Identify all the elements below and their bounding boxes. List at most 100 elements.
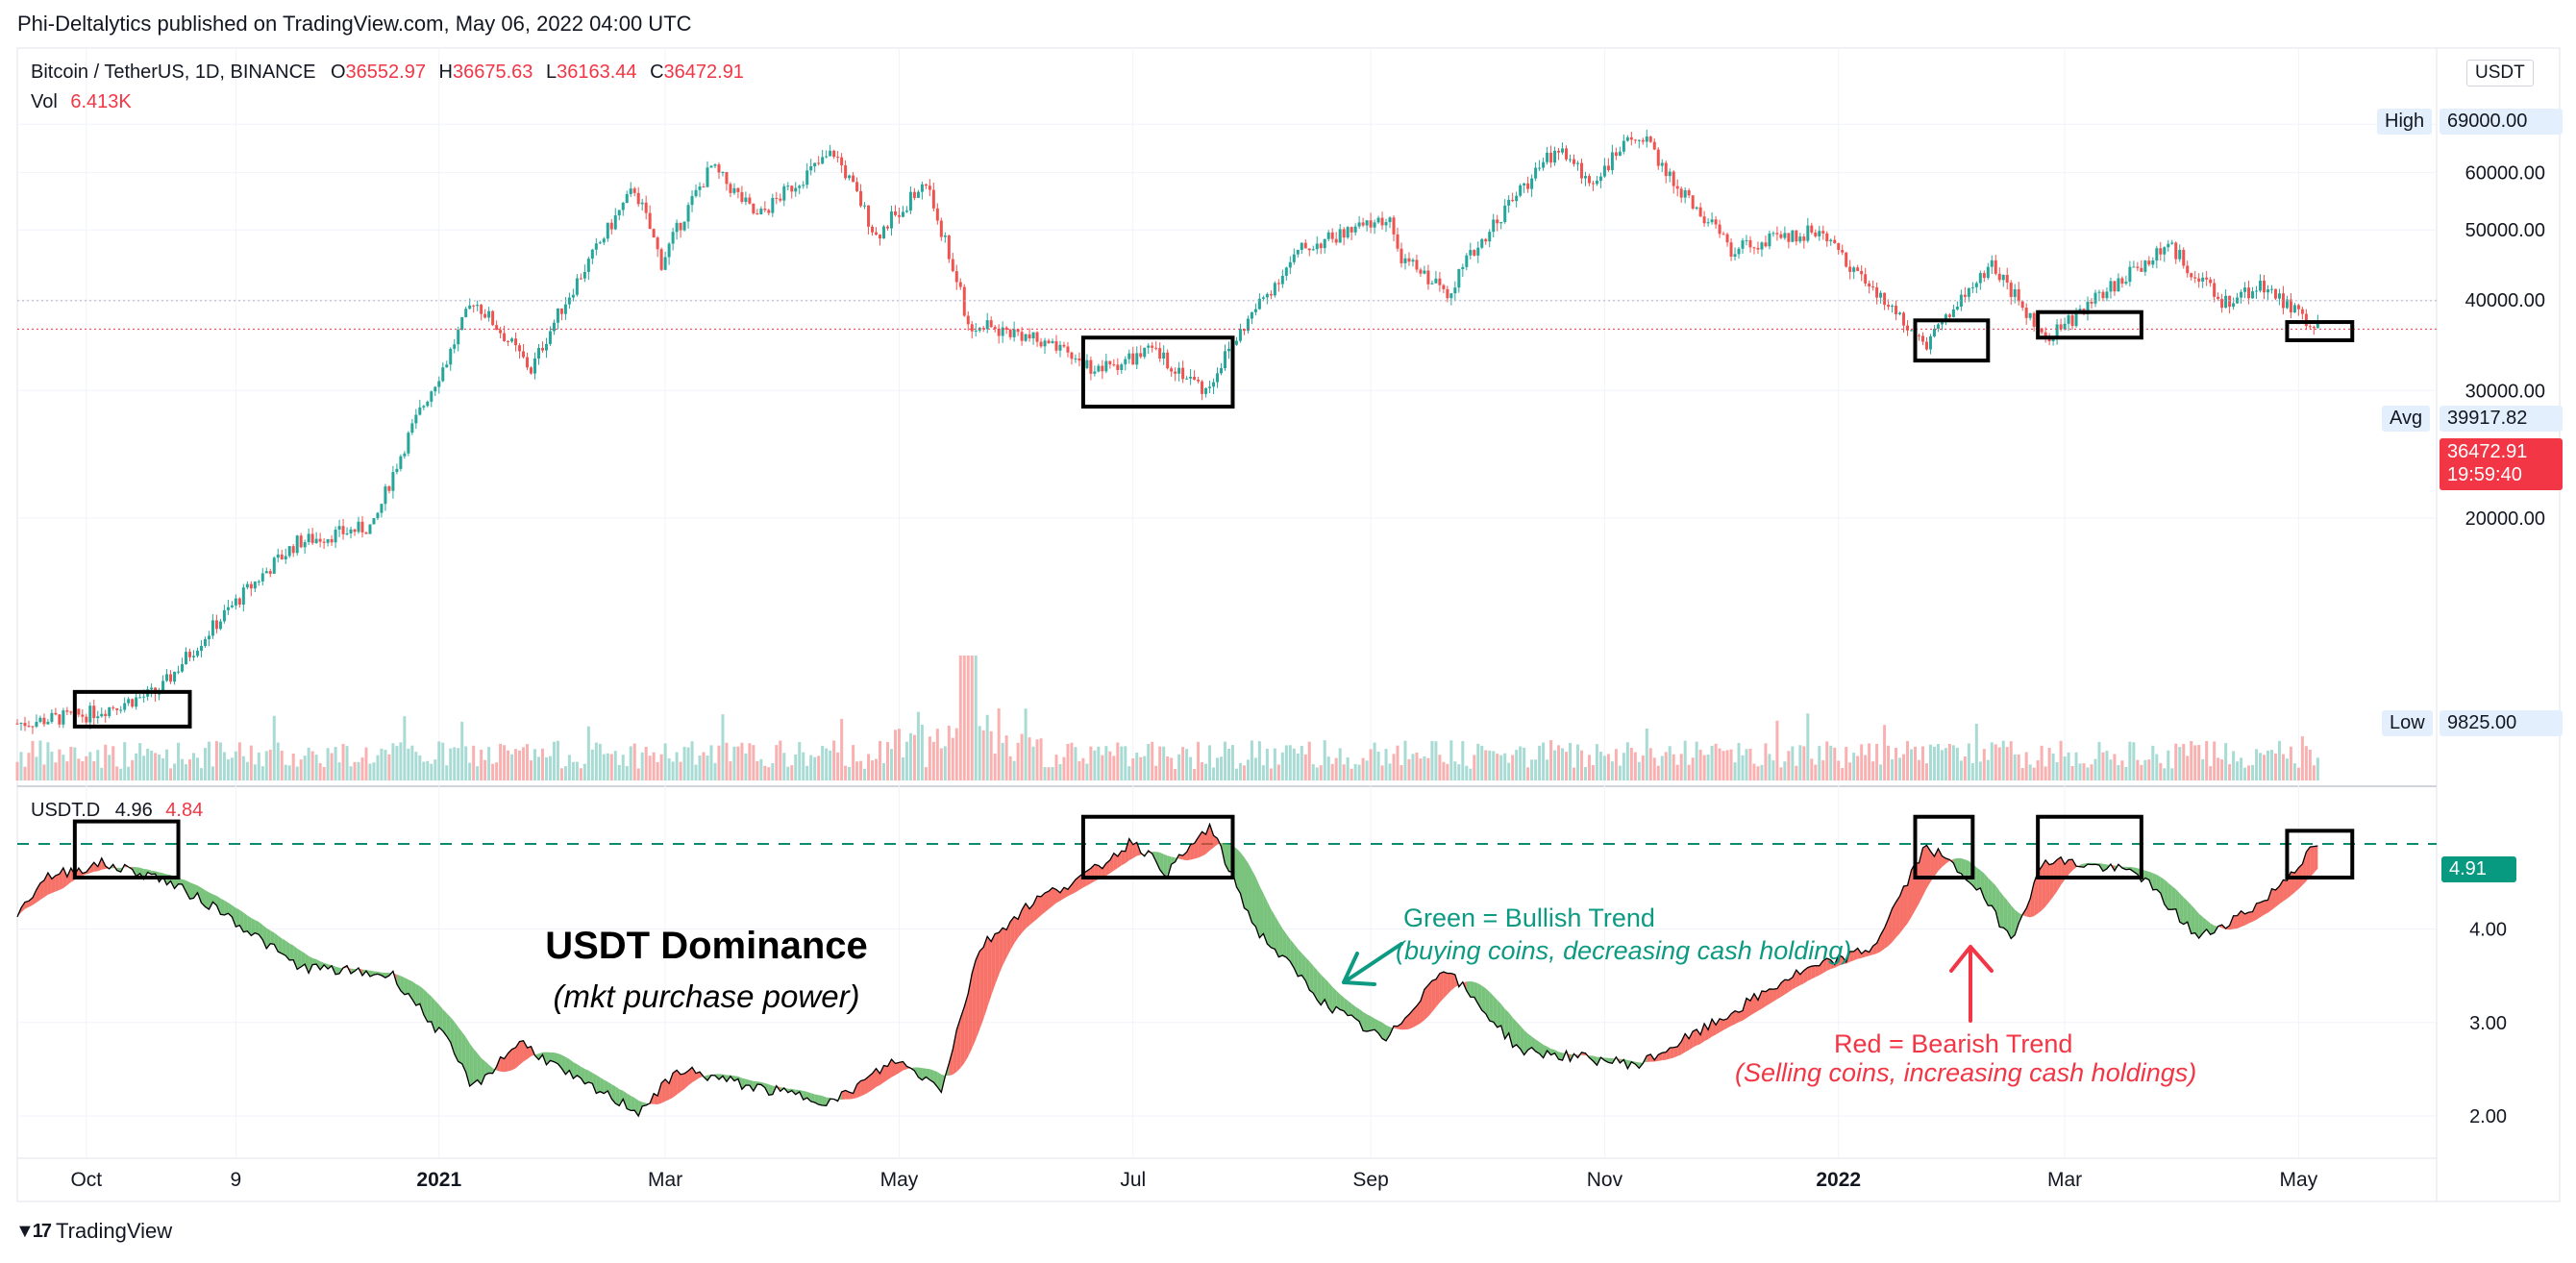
candle-body [1246,318,1250,332]
candle-body [1710,219,1714,223]
volume-bar [1143,755,1147,780]
dominance-ribbon-segment [1757,990,1762,1011]
candle-body [2197,278,2201,282]
candle-body [798,186,802,188]
candle-body [245,583,249,588]
dominance-ribbon-segment [469,1043,474,1087]
dominance-ribbon-segment [860,1079,865,1097]
volume-bar [1795,765,1798,780]
candle-body [54,712,58,715]
volume-bar [1629,747,1633,780]
volume-bar [947,725,951,780]
volume-bar [1492,751,1496,780]
volume-bar [169,768,173,780]
dominance-highlight-box [2285,829,2355,879]
volume-bar [2316,757,2319,780]
candle-body [702,186,706,188]
volume-bar [2205,741,2209,780]
dominance-ribbon-segment [565,1056,570,1075]
candle-body [548,331,552,344]
volume-bar [954,728,958,780]
tradingview-brand[interactable]: ▼17 TradingView [15,1219,172,1244]
candle-body [1955,307,1959,310]
volume-bar [1016,742,1020,780]
dominance-ribbon-segment [1298,949,1302,977]
volume-bar [1008,755,1012,780]
volume-bar [291,754,295,780]
volume-bar [399,742,403,780]
dominance-ribbon-segment [1961,857,1966,879]
volume-bar [559,768,563,780]
candle-body [1158,348,1162,359]
volume-bar [276,742,280,780]
volume-bar [2086,767,2090,780]
candle-body [1201,381,1204,394]
volume-bar [264,751,268,780]
volume-bar [1089,746,1093,780]
volume-bar [1174,768,1177,780]
candle-body [928,186,931,190]
candle-body [817,162,821,164]
candle-body [491,310,495,326]
candle-body [1185,378,1189,380]
dominance-ribbon-segment [1443,972,1448,999]
candle-body [2017,288,2020,302]
dominance-ribbon-segment [2167,882,2172,910]
candle-body [1403,258,1407,263]
candle-body [1986,266,1990,279]
dominance-ribbon-segment [1957,857,1962,874]
volume-bar [1246,759,1250,780]
candle-body [318,538,322,542]
volume-bar [1802,746,1806,780]
dominance-ribbon-segment [1489,992,1494,1023]
currency-button[interactable]: USDT [2466,60,2534,87]
candle-body [249,583,253,589]
volume-bar [1154,765,1158,780]
volume-bar [1399,764,1403,780]
candle-body [2266,289,2269,293]
dominance-ribbon-segment [2233,915,2238,929]
volume-bar [1848,762,1852,780]
candle-body [575,278,579,295]
candle-body [1051,340,1054,344]
candle-body [234,598,237,606]
dominance-ribbon-segment [696,1072,701,1080]
volume-bar [993,754,997,780]
volume-bar [2201,758,2205,780]
volume-bar [2159,762,2163,780]
volume-bar [58,749,62,780]
volume-bar [1457,764,1461,780]
candle-body [1120,364,1124,370]
volume-bar [721,714,725,780]
time-tick-label: 2021 [416,1169,461,1191]
volume-bar [1745,749,1748,780]
volume-bar [499,743,503,780]
dominance-ribbon-segment [1450,973,1455,991]
candle-body [1928,336,1932,350]
candle-body [1012,329,1016,337]
volume-bar [199,768,203,780]
volume-bar [1307,741,1311,780]
dominance-ribbon-segment [688,1067,693,1086]
dominance-ribbon-segment [193,883,198,899]
time-tick-label: 2022 [1816,1169,1861,1191]
volume-bar [1220,756,1224,780]
candle-body [1131,353,1135,365]
volume-bar [1622,753,1625,780]
volume-bar [480,749,483,780]
candle-body [2255,290,2259,292]
dominance-ribbon-segment [596,1075,601,1094]
dominance-ribbon-segment [806,1091,811,1102]
dominance-ribbon-segment [1903,885,1908,929]
volume-bar [307,747,310,780]
candle-body [1920,335,1924,342]
volume-bar [962,656,966,780]
volume-bar [1323,740,1326,780]
candle-body [1035,332,1039,342]
volume-bar [1526,767,1530,780]
volume-bar [943,746,947,780]
volume-bar [1679,754,1683,780]
volume-bar [1791,746,1795,780]
dominance-ribbon-segment [400,976,405,995]
